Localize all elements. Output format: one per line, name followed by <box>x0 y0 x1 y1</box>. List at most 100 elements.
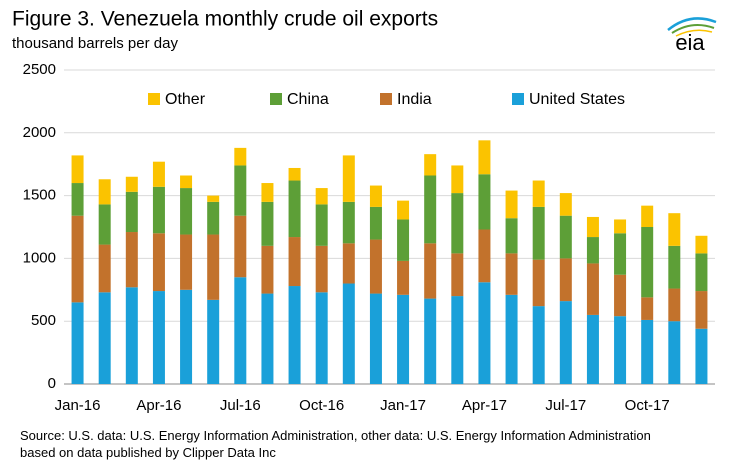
bar-segment <box>207 299 220 384</box>
bar-segment <box>288 237 301 287</box>
bar-segment <box>71 302 84 384</box>
bar-segment <box>532 206 545 260</box>
bar-segment <box>451 193 464 254</box>
bar-segment <box>98 292 111 384</box>
bar-segment <box>180 188 193 235</box>
bar-segment <box>586 216 599 238</box>
y-tick-label: 2000 <box>23 124 56 141</box>
bar-segment <box>695 235 708 254</box>
bar-segment <box>614 274 627 317</box>
bar-segment <box>478 282 491 384</box>
logo-text: eia <box>675 30 705 55</box>
bar-segment <box>152 233 165 292</box>
logo: eia <box>667 17 717 55</box>
bar-segment <box>315 292 328 384</box>
bar-segment <box>614 233 627 275</box>
bar-segment <box>505 218 518 254</box>
bar-segment <box>397 219 410 261</box>
bar-segment <box>424 298 437 384</box>
bar-segment <box>641 297 654 320</box>
bar-segment <box>180 175 193 189</box>
bar-segment <box>451 253 464 297</box>
bar-segment <box>125 176 138 192</box>
x-tick-label: Jan-16 <box>55 397 101 414</box>
legend-label: Other <box>165 91 206 108</box>
bar-segment <box>315 188 328 205</box>
bar-segment <box>451 165 464 194</box>
y-tick-label: 1000 <box>23 249 56 266</box>
bar-segment <box>397 294 410 384</box>
y-tick-label: 2500 <box>23 61 56 78</box>
bar-segment <box>532 306 545 384</box>
bar-segment <box>71 183 84 216</box>
bar-segment <box>180 289 193 384</box>
bar-segment <box>532 259 545 307</box>
bar-segment <box>288 167 301 181</box>
bar-segment <box>397 260 410 295</box>
y-tick-label: 0 <box>48 375 56 392</box>
bar-segment <box>152 186 165 234</box>
bar-segment <box>261 245 274 294</box>
bar-segment <box>125 287 138 384</box>
bar-segment <box>369 293 382 384</box>
legend-label: United States <box>529 91 625 108</box>
bar-segment <box>641 319 654 384</box>
bar-segment <box>288 286 301 384</box>
bar-segment <box>98 179 111 205</box>
bar-segment <box>369 239 382 294</box>
bar-segment <box>152 161 165 187</box>
bar-segment <box>261 201 274 246</box>
bar-segment <box>71 155 84 184</box>
bar-segment <box>125 191 138 233</box>
legend-swatch <box>148 93 160 105</box>
bar-segment <box>342 243 355 284</box>
x-tick-label: Jan-17 <box>380 397 426 414</box>
bar-segment <box>478 140 491 175</box>
bar-segment <box>478 229 491 283</box>
legend-swatch <box>380 93 392 105</box>
bar-segment <box>342 201 355 244</box>
x-tick-label: Jul-16 <box>220 397 261 414</box>
legend-label: China <box>287 91 329 108</box>
bar-segment <box>695 291 708 329</box>
bar-segment <box>98 244 111 293</box>
bar-segment <box>98 204 111 245</box>
bar-segment <box>559 258 572 302</box>
bar-segment <box>424 175 437 244</box>
bar-segment <box>668 213 681 246</box>
bar-segment <box>478 174 491 230</box>
x-tick-label: Apr-16 <box>136 397 181 414</box>
bar-segment <box>586 263 599 315</box>
y-tick-label: 1500 <box>23 187 56 204</box>
bar-segment <box>234 147 247 166</box>
y-tick-label: 500 <box>31 312 56 329</box>
bar-segment <box>668 245 681 289</box>
bar-segment <box>505 253 518 295</box>
bar-segment <box>641 227 654 298</box>
bar-segment <box>668 321 681 384</box>
bar-segment <box>695 253 708 292</box>
bar-segment <box>451 296 464 384</box>
bar-segment <box>152 291 165 384</box>
bar-segment <box>315 245 328 293</box>
bar-segment <box>668 288 681 322</box>
bar-segment <box>695 328 708 384</box>
bar-segment <box>315 204 328 246</box>
bar-segment <box>369 206 382 240</box>
bar-segment <box>586 237 599 264</box>
bar-segment <box>234 215 247 278</box>
bar-segment <box>207 195 220 202</box>
legend-swatch <box>512 93 524 105</box>
x-tick-label: Oct-16 <box>299 397 344 414</box>
legend-label: India <box>397 91 432 108</box>
bar-segment <box>614 219 627 234</box>
bar-segment <box>342 283 355 384</box>
bar-segment <box>71 215 84 303</box>
bar-segment <box>234 165 247 216</box>
chart-title: Figure 3. Venezuela monthly crude oil ex… <box>12 8 438 31</box>
bar-segment <box>505 190 518 219</box>
bar-segment <box>261 183 274 202</box>
bar-segment <box>342 155 355 202</box>
